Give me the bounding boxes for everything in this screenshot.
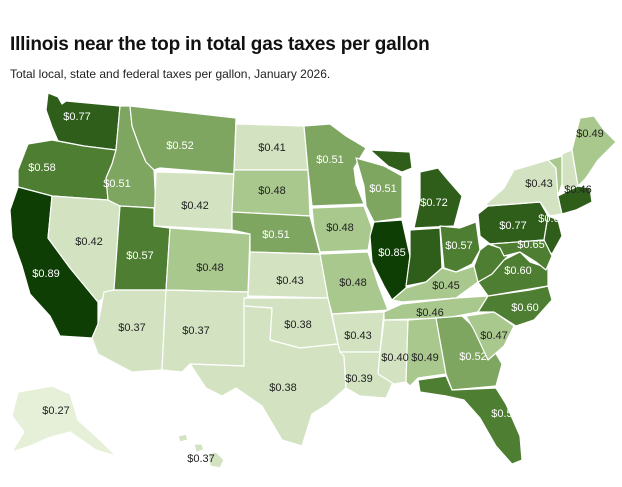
label-mo: $0.48 [339, 277, 367, 289]
label-al: $0.49 [411, 352, 439, 364]
label-fl: $0.58 [491, 408, 519, 420]
label-az: $0.37 [118, 322, 146, 334]
chart-title: Illinois near the top in total gas taxes… [10, 34, 430, 55]
label-nd: $0.41 [258, 142, 286, 154]
state-az [91, 289, 167, 373]
state-ct [557, 185, 593, 215]
state-shapes [9, 92, 617, 469]
label-mt: $0.52 [166, 140, 194, 152]
label-nv: $0.42 [75, 236, 103, 248]
state-vt [547, 155, 563, 197]
label-ms: $0.40 [381, 352, 409, 364]
state-value-labels: $0.77 $0.58 $0.89 $0.42 $0.51 $0.52 $0.4… [28, 111, 604, 465]
label-ny: $0.43 [525, 178, 553, 190]
label-vt: $0.46 [564, 184, 592, 196]
label-me: $0.49 [576, 128, 604, 140]
state-fl [417, 375, 523, 465]
state-co [165, 227, 251, 293]
label-nj: $0.65 [517, 239, 545, 251]
label-nc: $0.60 [511, 302, 539, 314]
chart-subtitle: Total local, state and federal taxes per… [10, 67, 331, 81]
label-or: $0.58 [28, 162, 56, 174]
label-sc: $0.47 [480, 330, 508, 342]
label-la: $0.39 [345, 373, 373, 385]
label-ok: $0.38 [284, 319, 312, 331]
label-nm: $0.37 [182, 325, 210, 337]
state-wi [355, 157, 403, 223]
label-co: $0.48 [196, 262, 224, 274]
label-wa: $0.77 [63, 111, 91, 123]
label-ak: $0.27 [42, 405, 70, 417]
label-ct: $0.68 [538, 213, 566, 225]
state-wv [473, 243, 509, 283]
state-hi [177, 433, 225, 469]
state-mi [369, 149, 463, 229]
label-hi: $0.37 [187, 453, 215, 465]
label-id: $0.51 [103, 178, 131, 190]
label-wi: $0.51 [369, 183, 397, 195]
label-ia: $0.48 [326, 222, 354, 234]
state-me [571, 115, 617, 187]
label-tx: $0.38 [269, 382, 297, 394]
label-wy: $0.42 [181, 200, 209, 212]
label-oh: $0.57 [445, 240, 473, 252]
state-ky [391, 265, 479, 303]
label-ga: $0.52 [459, 351, 487, 363]
label-sd: $0.48 [258, 185, 286, 197]
label-ky: $0.45 [432, 280, 460, 292]
label-ar: $0.43 [344, 330, 372, 342]
label-va: $0.60 [504, 265, 532, 277]
state-ga [435, 315, 503, 391]
state-ia [311, 205, 373, 253]
label-mn: $0.51 [316, 154, 344, 166]
label-ne: $0.51 [262, 229, 290, 241]
state-md [489, 239, 553, 271]
state-tx [189, 305, 347, 447]
state-mn [303, 123, 367, 207]
label-pa: $0.77 [499, 220, 527, 232]
label-ks: $0.43 [276, 275, 304, 287]
label-mi: $0.72 [420, 197, 448, 209]
label-ut: $0.57 [126, 250, 154, 262]
label-il: $0.85 [378, 247, 406, 259]
label-ca: $0.89 [32, 268, 60, 280]
state-ak [11, 385, 117, 457]
label-tn: $0.46 [416, 307, 444, 319]
